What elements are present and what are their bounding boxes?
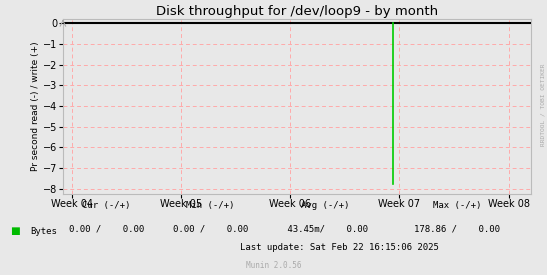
Text: Min (-/+): Min (-/+) <box>187 201 235 210</box>
Text: Last update: Sat Feb 22 16:15:06 2025: Last update: Sat Feb 22 16:15:06 2025 <box>240 243 439 252</box>
Text: Munin 2.0.56: Munin 2.0.56 <box>246 261 301 270</box>
Text: Bytes: Bytes <box>30 227 57 235</box>
Text: 0.00 /    0.00: 0.00 / 0.00 <box>69 224 144 233</box>
Text: Avg (-/+): Avg (-/+) <box>301 201 350 210</box>
Title: Disk throughput for /dev/loop9 - by month: Disk throughput for /dev/loop9 - by mont… <box>156 5 438 18</box>
Text: 0.00 /    0.00: 0.00 / 0.00 <box>173 224 248 233</box>
Text: 43.45m/    0.00: 43.45m/ 0.00 <box>282 224 369 233</box>
Text: ■: ■ <box>10 226 20 236</box>
Text: 178.86 /    0.00: 178.86 / 0.00 <box>414 224 500 233</box>
Text: Max (-/+): Max (-/+) <box>433 201 481 210</box>
Text: RRDTOOL / TOBI OETIKER: RRDTOOL / TOBI OETIKER <box>540 63 545 146</box>
Text: Cur (-/+): Cur (-/+) <box>83 201 131 210</box>
Y-axis label: Pr second read (-) / write (+): Pr second read (-) / write (+) <box>31 42 40 171</box>
